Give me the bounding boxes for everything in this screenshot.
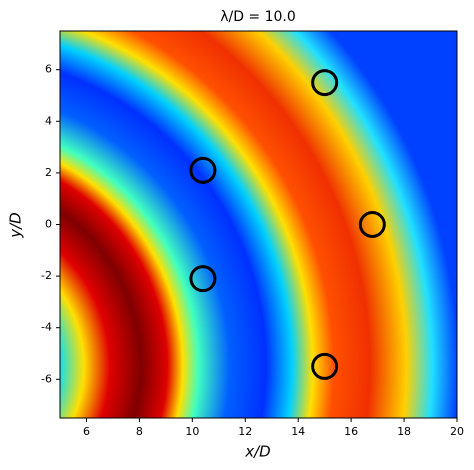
- point: [311, 352, 339, 380]
- y-tick-label: 4: [45, 114, 52, 127]
- y-tick-label: 0: [45, 218, 52, 231]
- x-tick-label: 18: [397, 425, 411, 438]
- x-tick-label: 10: [185, 425, 199, 438]
- x-tick-label: 6: [83, 425, 90, 438]
- chart-title: λ/D = 10.0: [220, 9, 296, 25]
- heatmap-field: [60, 31, 457, 418]
- x-tick-label: 14: [291, 425, 305, 438]
- point: [189, 265, 217, 293]
- y-tick-label: -4: [41, 321, 52, 334]
- point: [311, 69, 339, 97]
- x-tick-label: 20: [450, 425, 464, 438]
- y-tick-label: -6: [41, 372, 52, 385]
- y-tick-label: 6: [45, 63, 52, 76]
- x-tick-label: 16: [344, 425, 358, 438]
- x-tick-label: 12: [238, 425, 252, 438]
- x-axis-label: x/D: [244, 443, 270, 461]
- point: [189, 156, 217, 184]
- y-tick-label: -2: [41, 269, 52, 282]
- y-axis-label: y/D: [7, 212, 25, 238]
- x-tick-label: 8: [136, 425, 143, 438]
- y-tick-label: 2: [45, 166, 52, 179]
- point: [358, 211, 386, 238]
